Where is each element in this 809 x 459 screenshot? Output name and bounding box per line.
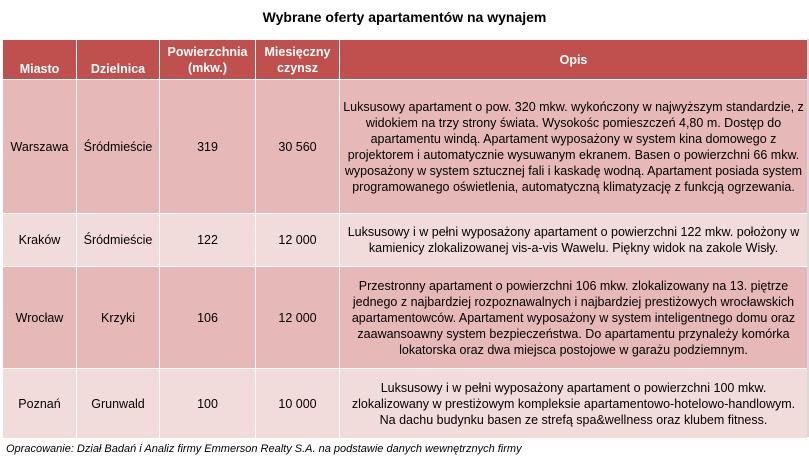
header-rent-line2: czynsz	[277, 60, 318, 75]
cell-rent: 10 000	[255, 368, 340, 439]
source-footnote: Opracowanie: Dział Badań i Analiz firmy …	[6, 443, 522, 455]
cell-city: Kraków	[2, 213, 77, 267]
header-area-line1: Powierzchnia	[167, 44, 248, 59]
cell-rent: 12 000	[255, 213, 340, 267]
cell-district: Śródmieście	[76, 213, 160, 267]
cell-area: 106	[159, 266, 256, 369]
header-description: Opis	[339, 39, 808, 80]
cell-city: Warszawa	[2, 79, 77, 214]
table-title: Wybrane oferty apartamentów na wynajem	[262, 9, 547, 25]
cell-description: Luksusowy apartament o pow. 320 mkw. wyk…	[339, 79, 808, 214]
table-row: Warszawa Śródmieście 319 30 560 Luksusow…	[2, 79, 808, 214]
cell-area: 319	[159, 79, 256, 214]
header-rent: Miesięczny czynsz	[255, 39, 340, 80]
table-row: Wrocław Krzyki 106 12 000 Przestronny ap…	[2, 266, 808, 369]
cell-area: 122	[159, 213, 256, 267]
header-area-line2: (mkw.)	[187, 60, 228, 75]
cell-district: Krzyki	[76, 266, 160, 369]
right-edge-divider	[807, 39, 809, 437]
table-header-row: Miasto Dzielnica Powierzchnia (mkw.) Mie…	[2, 39, 808, 80]
header-city: Miasto	[2, 39, 77, 80]
cell-district: Śródmieście	[76, 79, 160, 214]
table-row: Kraków Śródmieście 122 12 000 Luksusowy …	[2, 213, 808, 267]
offers-table: Miasto Dzielnica Powierzchnia (mkw.) Mie…	[2, 39, 808, 439]
header-district: Dzielnica	[76, 39, 160, 80]
cell-district: Grunwald	[76, 368, 160, 439]
cell-city: Poznań	[2, 368, 77, 439]
cell-description: Przestronny apartament o powierzchni 106…	[339, 266, 808, 369]
header-area: Powierzchnia (mkw.)	[159, 39, 256, 80]
cell-description: Luksusowy i w pełni wyposażony apartamen…	[339, 213, 808, 267]
cell-rent: 12 000	[255, 266, 340, 369]
cell-rent: 30 560	[255, 79, 340, 214]
cell-description: Luksusowy i w pełni wyposażony apartamen…	[339, 368, 808, 439]
cell-city: Wrocław	[2, 266, 77, 369]
header-rent-line1: Miesięczny	[264, 44, 331, 59]
cell-area: 100	[159, 368, 256, 439]
table-row: Poznań Grunwald 100 10 000 Luksusowy i w…	[2, 368, 808, 439]
